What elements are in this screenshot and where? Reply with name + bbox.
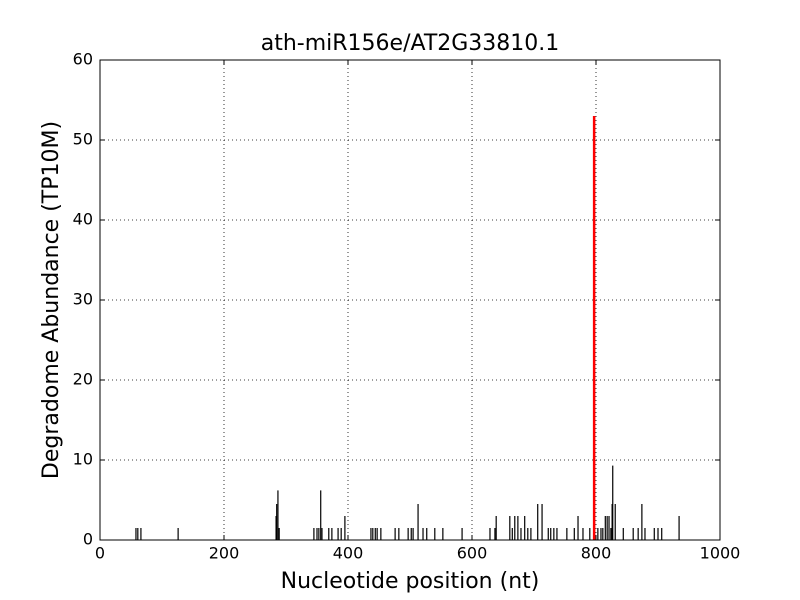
x-tick-label: 1000 bbox=[700, 544, 741, 563]
x-tick-label: 0 bbox=[95, 544, 105, 563]
y-tick-label: 20 bbox=[73, 370, 93, 389]
y-tick-label: 30 bbox=[73, 290, 93, 309]
x-tick-label: 600 bbox=[457, 544, 488, 563]
y-axis-label: Degradome Abundance (TP10M) bbox=[39, 121, 64, 479]
plot-frame bbox=[99, 59, 721, 541]
y-tick-label: 10 bbox=[73, 450, 93, 469]
chart-title: ath-miR156e/AT2G33810.1 bbox=[261, 31, 560, 56]
x-axis-label: Nucleotide position (nt) bbox=[281, 569, 540, 594]
x-tick-label: 800 bbox=[581, 544, 612, 563]
x-tick-label: 400 bbox=[333, 544, 364, 563]
y-tick-label: 0 bbox=[83, 530, 93, 549]
y-tick-label: 60 bbox=[73, 50, 93, 69]
y-tick-label: 50 bbox=[73, 130, 93, 149]
y-tick-label: 40 bbox=[73, 210, 93, 229]
x-tick-label: 200 bbox=[209, 544, 240, 563]
